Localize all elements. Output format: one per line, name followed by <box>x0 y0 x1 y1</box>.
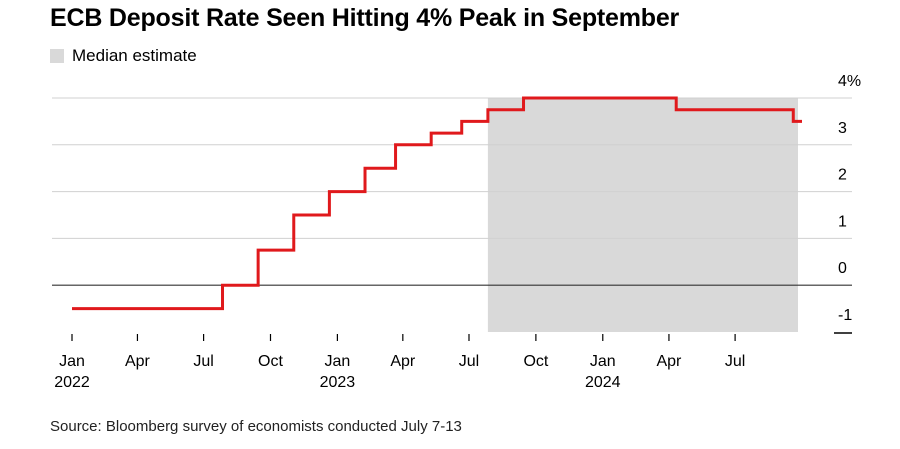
source-note: Source: Bloomberg survey of economists c… <box>50 418 462 435</box>
deposit-rate-line <box>72 96 802 311</box>
x-tick-label: Jul <box>193 353 213 370</box>
legend-label-median: Median estimate <box>72 46 197 65</box>
legend: Median estimate <box>50 46 197 66</box>
y-tick-label: 3 <box>838 120 847 137</box>
x-tick-label: Apr <box>390 353 416 370</box>
y-tick-label: 2 <box>838 167 847 184</box>
legend-swatch-median <box>50 49 64 63</box>
y-tick-label: 1 <box>838 213 847 230</box>
x-tick-label: Jan <box>324 353 350 370</box>
x-tick-label: Jul <box>725 353 745 370</box>
x-tick-label: Apr <box>656 353 682 370</box>
x-tick-year-label: 2022 <box>54 374 90 391</box>
x-tick-label: Oct <box>523 353 548 370</box>
x-tick-label: Oct <box>258 353 283 370</box>
y-tick-label: 4% <box>838 73 861 90</box>
y-tick-label: 0 <box>838 260 847 277</box>
y-tick-label: -1 <box>838 307 852 324</box>
x-tick-year-label: 2024 <box>585 374 621 391</box>
chart-title: ECB Deposit Rate Seen Hitting 4% Peak in… <box>50 4 680 32</box>
x-tick-label: Jan <box>59 353 85 370</box>
median-estimate-region <box>487 98 798 332</box>
x-tick-label: Jan <box>590 353 616 370</box>
x-tick-year-label: 2023 <box>320 374 356 391</box>
x-tick-label: Apr <box>125 353 151 370</box>
x-tick-label: Jul <box>459 353 479 370</box>
